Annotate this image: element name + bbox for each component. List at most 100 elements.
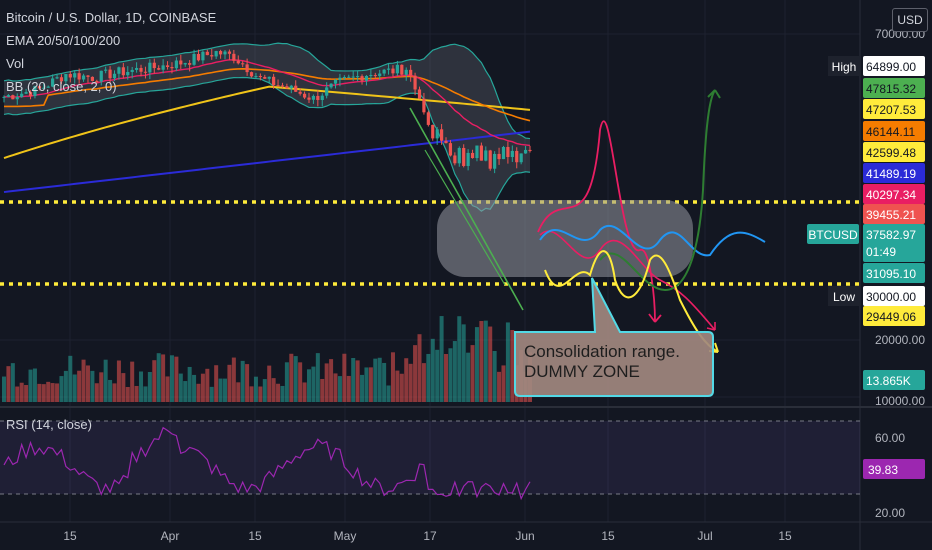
candle-body: [236, 60, 240, 64]
candle-body: [519, 153, 523, 163]
volume-bar: [492, 350, 497, 402]
candle-body: [338, 77, 342, 80]
volume-bar: [99, 372, 104, 402]
volume-bar: [15, 386, 20, 402]
scenario-green: [599, 89, 716, 292]
price-tick-label: 10000.00: [875, 394, 925, 408]
volume-bar: [240, 360, 245, 402]
candle-body: [42, 87, 46, 89]
rsi-line: [3, 426, 531, 501]
ema-100-line: [3, 85, 531, 159]
candle-body: [506, 146, 510, 158]
candle-body: [55, 77, 59, 79]
volume-bar: [386, 385, 391, 402]
volume-bar: [183, 381, 188, 402]
candle-body: [179, 60, 183, 65]
volume-bar: [192, 374, 197, 402]
price-label: 41489.19: [866, 167, 916, 181]
candle-body: [311, 95, 316, 100]
volume-bar: [364, 367, 369, 402]
candle-body: [510, 150, 514, 158]
volume-bar: [435, 349, 440, 402]
volume-bar: [209, 386, 214, 402]
candle-body: [488, 150, 492, 169]
volume-legend[interactable]: Vol: [6, 56, 25, 71]
volume-bar: [408, 363, 413, 402]
ema-legend[interactable]: EMA 20/50/100/200: [6, 33, 121, 48]
volume-bar: [178, 373, 183, 402]
candle-body: [298, 91, 302, 94]
price-label-bg: [863, 142, 925, 162]
candle-body: [6, 95, 11, 97]
last-price-tag: BTCUSD: [808, 228, 858, 242]
volume-bar: [85, 365, 90, 402]
candle-body: [356, 76, 360, 78]
volume-bar: [474, 327, 479, 402]
rsi-legend[interactable]: RSI (14, close): [6, 417, 92, 432]
candle-body: [161, 65, 165, 70]
time-tick-label: 15: [63, 529, 77, 543]
currency-selector[interactable]: USD: [892, 8, 928, 32]
candle-body: [218, 51, 223, 55]
volume-bar: [368, 367, 373, 402]
volume-bar: [68, 355, 73, 402]
candle-body: [232, 53, 236, 61]
scenario-green-arrow: [707, 89, 721, 99]
candle-body: [382, 69, 386, 74]
candle-body: [139, 67, 143, 72]
volume-bar: [174, 356, 179, 402]
candle-body: [280, 85, 285, 87]
price-label: 30000.00: [866, 290, 916, 304]
candle-body: [86, 75, 90, 77]
volume-bar: [311, 366, 316, 402]
candle-body: [46, 86, 50, 88]
volume-bar: [413, 345, 418, 402]
volume-bar: [466, 352, 471, 402]
volume-bar: [50, 383, 55, 402]
candle-body: [435, 129, 439, 139]
candle-body: [386, 68, 391, 70]
candle-body: [108, 69, 112, 79]
callout-line-1: Consolidation range.: [524, 342, 680, 361]
volume-bar: [426, 353, 431, 402]
symbol-legend[interactable]: Bitcoin / U.S. Dollar, 1D, COINBASE: [6, 10, 217, 25]
price-label-bg: [863, 370, 925, 390]
candle-body: [369, 75, 373, 77]
volume-bar: [46, 381, 51, 402]
consolidation-callout: Consolidation range. DUMMY ZONE: [524, 342, 680, 382]
candle-body: [51, 78, 55, 87]
candle-body: [20, 93, 24, 97]
candle-body: [329, 83, 333, 88]
volume-bar: [236, 382, 241, 402]
candle-body: [210, 55, 214, 57]
candle-body: [37, 86, 41, 89]
time-tick-label: Apr: [161, 529, 180, 543]
volume-bar: [457, 316, 462, 402]
volume-bar: [32, 368, 37, 402]
volume-bar: [302, 382, 307, 402]
volume-bar: [360, 374, 365, 402]
volume-bar: [470, 345, 475, 402]
candle-body: [183, 63, 187, 65]
candle-body: [15, 96, 19, 100]
volume-bar: [488, 326, 493, 402]
volume-bar: [41, 384, 46, 402]
volume-bar: [187, 366, 192, 402]
volume-bar: [439, 316, 444, 402]
candle-body: [333, 79, 338, 84]
volume-bar: [72, 374, 77, 402]
volume-bar: [262, 379, 267, 402]
price-label-bg: [863, 121, 925, 141]
trend-line-1: [409, 107, 524, 311]
time-tick-label: May: [334, 529, 357, 543]
candle-body: [378, 73, 382, 77]
bollinger-legend[interactable]: BB (20, close, 2, 0): [6, 79, 117, 94]
candle-body: [95, 80, 99, 82]
candle-body: [104, 69, 108, 71]
scenario-red-2: [539, 230, 716, 331]
volume-bar: [479, 321, 484, 402]
volume-bar: [77, 370, 82, 402]
price-label: 29449.06: [866, 310, 916, 324]
volume-bar: [218, 378, 223, 402]
